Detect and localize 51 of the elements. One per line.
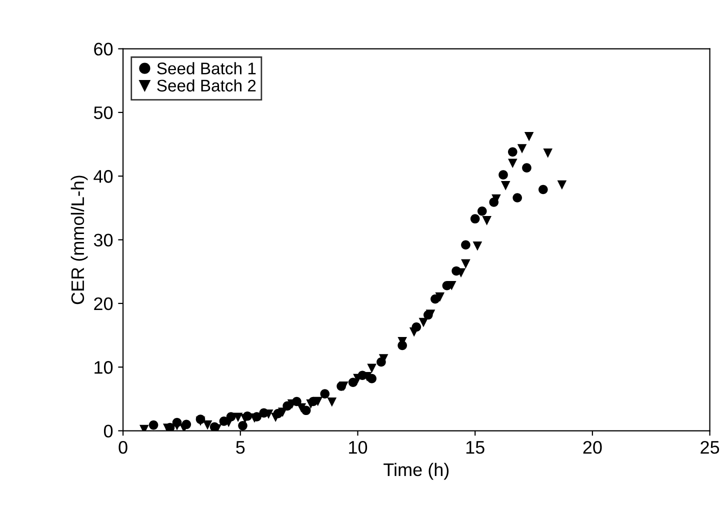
legend-label: Seed Batch 1	[157, 62, 256, 74]
point	[327, 397, 337, 407]
point	[477, 206, 487, 216]
y-tick-label: 20	[94, 297, 113, 310]
y-tick-label: 50	[94, 106, 113, 120]
y-axis-title: CER (mmol/L-h)	[70, 176, 88, 304]
point	[461, 240, 470, 250]
point	[508, 147, 518, 157]
point	[517, 144, 527, 154]
x-tick-label: 0	[118, 440, 128, 454]
point	[238, 421, 248, 430]
point	[233, 412, 243, 422]
point	[172, 421, 182, 430]
point	[418, 318, 428, 328]
point	[524, 132, 534, 142]
point	[472, 241, 482, 251]
point	[202, 420, 212, 430]
y-tick-label: 10	[94, 361, 113, 374]
point	[522, 163, 532, 172]
point	[470, 214, 480, 224]
point	[296, 403, 306, 413]
point	[538, 184, 548, 194]
x-axis-title: Time (h)	[384, 462, 449, 480]
point	[446, 280, 456, 290]
point	[498, 170, 508, 180]
point	[320, 389, 330, 399]
point	[512, 193, 522, 202]
x-tick-label: 5	[236, 441, 245, 454]
point	[508, 158, 518, 168]
point	[435, 292, 445, 302]
point	[426, 310, 436, 319]
x-tick-label: 10	[349, 440, 368, 454]
point	[148, 420, 158, 430]
point	[339, 382, 348, 391]
point	[543, 148, 553, 158]
legend-label: Seed Batch 2	[157, 79, 256, 92]
point	[278, 408, 288, 417]
point	[461, 259, 470, 269]
point	[482, 216, 492, 226]
y-tick-label: 30	[94, 234, 113, 246]
point	[367, 364, 376, 374]
y-tick-label: 60	[94, 42, 113, 56]
x-tick-label: 15	[466, 441, 484, 454]
point	[557, 180, 567, 190]
y-tick-label: 40	[94, 170, 113, 183]
x-tick-label: 25	[700, 440, 720, 454]
point	[348, 378, 358, 388]
x-tick-label: 20	[583, 440, 602, 454]
point	[500, 181, 510, 190]
y-tick-label: 0	[104, 424, 113, 438]
point	[313, 396, 322, 406]
